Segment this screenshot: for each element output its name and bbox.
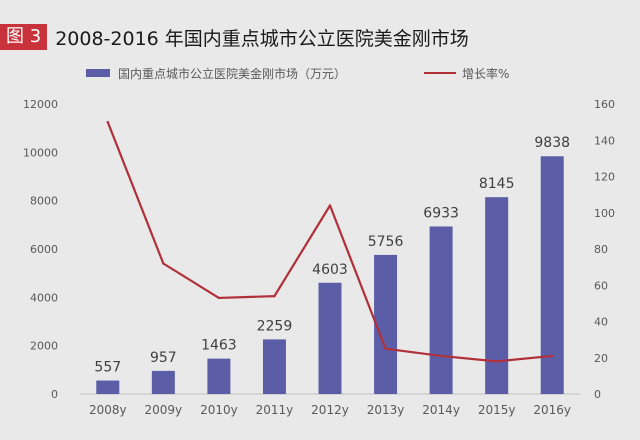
y-right-tick-label: 100 [594, 207, 615, 220]
y-right-tick-label: 80 [594, 243, 608, 256]
y-left-tick-label: 8000 [30, 195, 58, 208]
growth-rate-point [551, 354, 554, 358]
y-right-tick-label: 160 [594, 98, 615, 111]
bar [96, 380, 120, 394]
x-tick-label: 2015y [478, 403, 516, 417]
growth-rate-point [495, 360, 498, 363]
y-left-tick-label: 0 [51, 388, 58, 401]
y-right-tick-label: 0 [594, 388, 601, 401]
bar [262, 339, 286, 394]
x-tick-label: 2012y [311, 403, 349, 417]
bar-value-label: 1463 [201, 338, 237, 354]
growth-rate-point [273, 294, 276, 298]
chart-legend: 国内重点城市公立医院美金刚市场（万元） 增长率% [86, 66, 509, 81]
bar-value-label: 8145 [479, 176, 515, 192]
y-left-tick-label: 2000 [30, 340, 58, 353]
growth-rate-point [328, 204, 332, 207]
bar-value-label: 557 [94, 360, 121, 376]
y-left-tick-label: 10000 [23, 146, 58, 159]
y-left-tick-label: 4000 [30, 291, 58, 304]
bar [151, 370, 175, 394]
legend-bar-label: 国内重点城市公立医院美金刚市场（万元） [118, 66, 346, 81]
bar [485, 197, 509, 394]
bar-value-label: 9838 [534, 135, 570, 151]
x-tick-label: 2011y [256, 403, 294, 417]
y-right-tick-label: 20 [594, 352, 608, 365]
y-left-tick-label: 12000 [23, 98, 58, 111]
bar-value-label: 4603 [312, 262, 348, 278]
legend-line-label: 增长率% [462, 66, 509, 81]
growth-rate-point [217, 296, 221, 300]
bar [540, 156, 564, 394]
growth-rate-point [106, 120, 109, 124]
growth-rate-point [162, 262, 165, 265]
x-tick-label: 2008y [89, 403, 127, 417]
y-right-tick-label: 60 [594, 279, 608, 292]
y-right-tick-label: 120 [594, 171, 615, 184]
figure-title-bar: 图 3 2008-2016 年国内重点城市公立医院美金刚市场 [0, 22, 640, 52]
bar-series [96, 156, 564, 394]
bar [318, 282, 342, 394]
x-tick-label: 2010y [200, 403, 238, 417]
growth-rate-point [439, 354, 443, 358]
legend-bar-swatch [86, 69, 110, 77]
y-right-tick-label: 140 [594, 134, 615, 147]
figure-badge: 图 3 [0, 24, 48, 50]
x-tick-label: 2009y [145, 403, 183, 417]
x-tick-label: 2014y [422, 403, 460, 417]
x-tick-label: 2013y [367, 403, 405, 417]
bar-value-label: 957 [150, 350, 177, 366]
figure-title: 2008-2016 年国内重点城市公立医院美金刚市场 [55, 27, 469, 50]
bar-value-label: 5756 [368, 234, 404, 250]
bar-value-label: 2259 [257, 318, 293, 334]
x-tick-label: 2016y [533, 403, 571, 417]
growth-rate-point [384, 347, 387, 350]
y-left-tick-label: 6000 [30, 243, 58, 256]
data-labels: 557 957 1463 2259 4603 5756 6933 8145 9838 [94, 135, 570, 375]
bar [207, 358, 231, 394]
line-series [106, 120, 554, 363]
y-right-tick-label: 40 [594, 316, 608, 329]
bar [429, 226, 453, 394]
chart-axes: 0 2000 4000 6000 8000 10000 12000 0 20 40 60 80 100 1… [23, 98, 615, 417]
bar [374, 254, 398, 394]
bar-value-label: 6933 [423, 205, 459, 221]
